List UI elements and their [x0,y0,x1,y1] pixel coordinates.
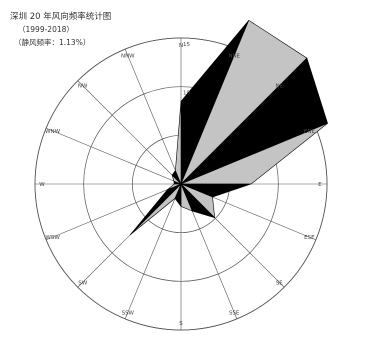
direction-label-SE: SE [276,280,283,286]
spoke-NNW [124,48,182,185]
direction-label-ENE: ENE [304,129,316,135]
sector-SW-WSW [129,183,182,236]
direction-label-NNW: NNW [121,54,135,60]
direction-labels: N NNE NE ENE E ESE SE SSE S SSW SW WSW W WNW NW NNW 15 10 [39,42,322,327]
ring-label-10: 10 [183,91,190,97]
ring-label-15: 15 [183,42,190,48]
direction-label-ESE: ESE [304,235,315,241]
spoke-NW [77,80,182,185]
chart-subtitle-calm: （静风频率：1.13%） [14,37,90,47]
direction-label-S: S [179,321,183,327]
direction-label-NNE: NNE [228,54,240,60]
direction-label-NE: NE [276,84,284,90]
direction-label-SSE: SSE [229,310,240,316]
direction-label-WNW: WNW [45,129,61,135]
spoke-WNW [45,127,182,185]
direction-label-SW: SW [78,280,87,286]
direction-label-SSW: SSW [122,310,135,316]
spoke-WSW [45,183,182,241]
sector-NNW-N [175,101,182,185]
spoke-SSW [124,183,182,320]
direction-label-E: E [318,182,322,188]
direction-label-W: W [39,182,45,188]
direction-label-WSW: WSW [45,235,60,241]
wind-frequency-polygon [129,19,328,236]
direction-label-NW: NW [78,84,88,90]
chart-subtitle-years: （1999-2018） [18,25,74,34]
chart-title: 深圳 20 年风向频率统计图 [10,11,111,22]
direction-label-N: N [179,43,183,49]
